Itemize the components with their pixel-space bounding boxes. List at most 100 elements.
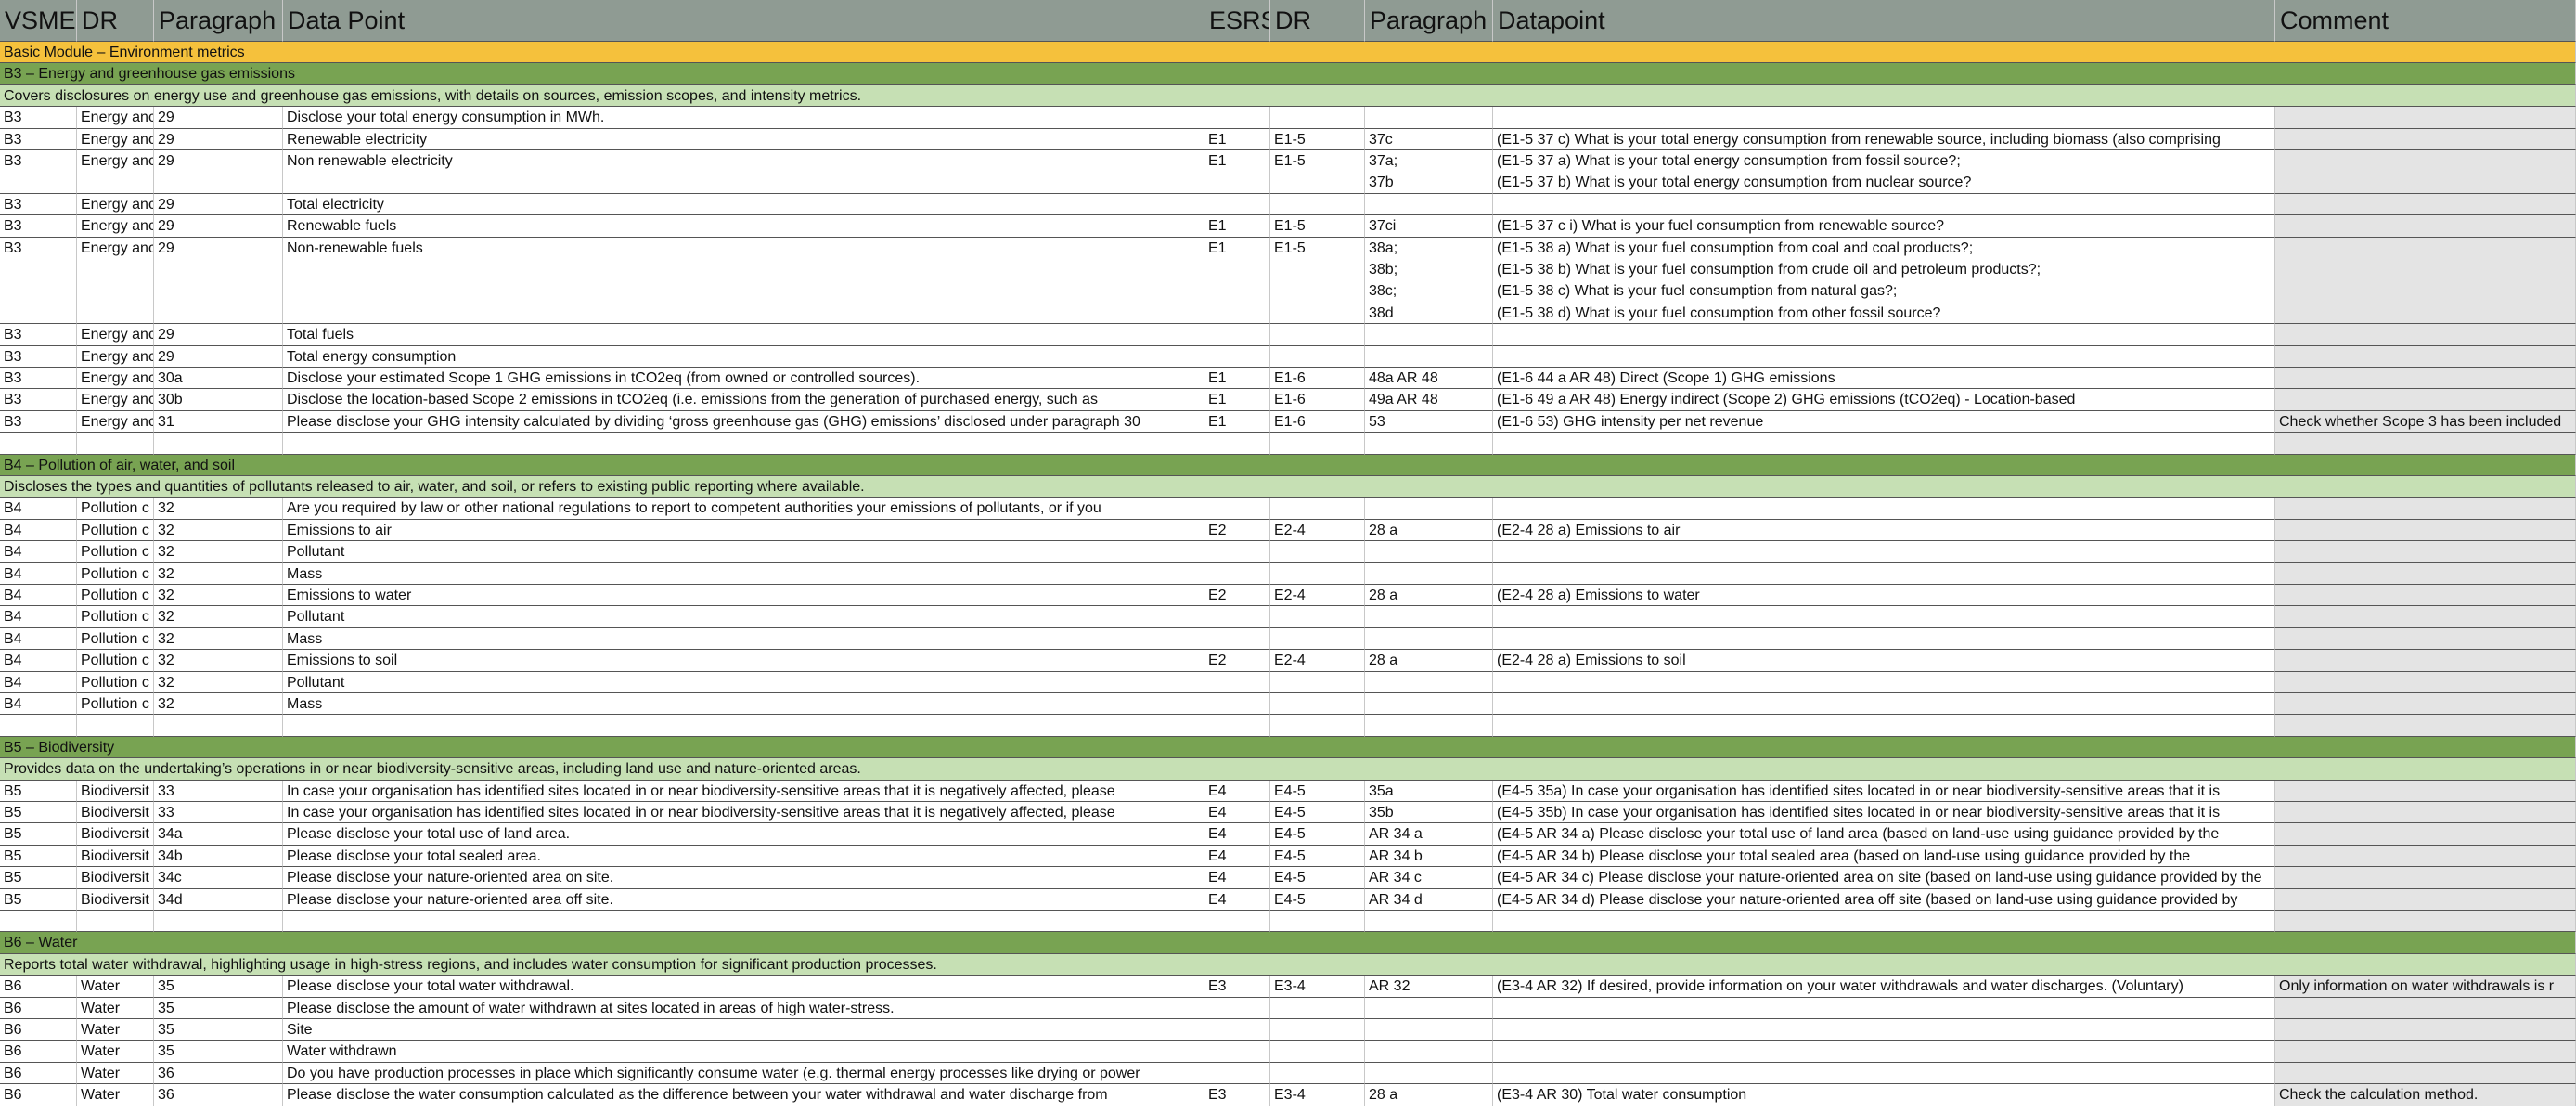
- esrs-dr: E3-4: [1274, 1087, 1306, 1104]
- cell: (E1-5 37 c) What is your total energy co…: [1493, 128, 2275, 150]
- cell: Disclose the location-based Scope 2 emis…: [283, 389, 1191, 411]
- vsme: B4: [4, 544, 22, 561]
- cell: [1204, 562, 1270, 585]
- cell: B3: [0, 368, 77, 390]
- cell: 34d: [154, 888, 283, 911]
- dr: Water: [81, 1087, 121, 1104]
- vsme: B6: [4, 1087, 22, 1104]
- esrs-dr: E1-5: [1274, 153, 1306, 169]
- cell: [1204, 671, 1270, 693]
- dr: Energy anc: [81, 392, 153, 408]
- cell: [2275, 562, 2576, 585]
- cell: (E2-4 28 a) Emissions to soil: [1493, 650, 2275, 672]
- cell: Mass: [283, 562, 1191, 585]
- cell: B3: [0, 193, 77, 216]
- vsme: B6: [4, 1043, 22, 1060]
- cell: [1191, 888, 1204, 911]
- cell: [1493, 345, 2275, 368]
- header-label: Datapoint: [1498, 6, 1605, 34]
- esrs: E1: [1208, 413, 1227, 430]
- cell: [1493, 562, 2275, 585]
- cell: Energy anc: [77, 410, 154, 433]
- cell: Mass: [283, 627, 1191, 651]
- empty-cell: [77, 433, 154, 455]
- cell: 32: [154, 693, 283, 716]
- cell: Please disclose the water consumption ca…: [283, 1084, 1191, 1106]
- datapoint: (E4-5 AR 34 d) Please disclose your natu…: [1497, 891, 2238, 908]
- esrs-paragraph: 35a: [1369, 782, 1394, 799]
- data-point: Site: [287, 1022, 313, 1038]
- esrs-paragraph: 53: [1369, 413, 1385, 430]
- cell: [1365, 693, 1493, 716]
- cell: [1191, 1019, 1204, 1041]
- cell: [2275, 345, 2576, 368]
- cell: [1191, 650, 1204, 672]
- esrs-dr: E1-5: [1274, 239, 1306, 256]
- cell: 32: [154, 519, 283, 542]
- datapoint: (E1-5 37 a) What is your total energy co…: [1497, 153, 1961, 169]
- empty-cell: [1493, 433, 2275, 455]
- cell: Energy anc: [77, 368, 154, 390]
- esrs-paragraph: 28 a: [1369, 588, 1398, 603]
- cell: B3: [0, 128, 77, 150]
- cell: 29: [154, 193, 283, 216]
- cell: E2: [1204, 585, 1270, 607]
- esrs: E4: [1208, 782, 1227, 799]
- cell: [1493, 606, 2275, 628]
- cell: Energy anc: [77, 193, 154, 216]
- data-point: Total energy consumption: [287, 348, 457, 365]
- empty-cell: [1270, 715, 1365, 737]
- cell: E1-6: [1270, 410, 1365, 433]
- cell: [2275, 585, 2576, 607]
- cell: [1365, 1019, 1493, 1041]
- esrs-paragraph: 48a AR 48: [1369, 370, 1438, 386]
- vsme: B3: [4, 239, 22, 256]
- cell: AR 34 b: [1365, 845, 1493, 868]
- cell: B6: [0, 976, 77, 998]
- cell: B3: [0, 107, 77, 129]
- data-point: Total electricity: [287, 196, 384, 213]
- vsme: B3: [4, 218, 22, 235]
- cell: E4: [1204, 780, 1270, 802]
- cell: [1365, 606, 1493, 628]
- cell: (E2-4 28 a) Emissions to air: [1493, 519, 2275, 542]
- cell: Water withdrawn: [283, 1041, 1191, 1063]
- cell: Water: [77, 1062, 154, 1085]
- cell: [1204, 1019, 1270, 1041]
- esrs: E1: [1208, 392, 1227, 408]
- data-point: Mass: [287, 630, 323, 647]
- dr: Energy anc: [81, 131, 153, 148]
- vsme: B3: [4, 131, 22, 148]
- cell: 37ci: [1365, 215, 1493, 238]
- esrs-paragraph: 38b;: [1369, 261, 1398, 278]
- cell: 32: [154, 606, 283, 628]
- dr: Pollution c: [81, 588, 149, 603]
- cell: 28 a: [1365, 519, 1493, 542]
- dr: Energy anc: [81, 327, 153, 343]
- paragraph: 36: [158, 1087, 174, 1104]
- cell: [2275, 997, 2576, 1019]
- cell: Pollutant: [283, 606, 1191, 628]
- dr: Pollution c: [81, 609, 149, 626]
- esrs-paragraph: 28 a: [1369, 522, 1398, 538]
- cell: E4-5: [1270, 802, 1365, 824]
- datapoint: (E1-5 38 c) What is your fuel consumptio…: [1497, 283, 1898, 300]
- cell: Energy anc: [77, 107, 154, 129]
- datapoint: (E1-5 37 c) What is your total energy co…: [1497, 131, 2221, 148]
- vsme: B4: [4, 588, 22, 603]
- cell: [1493, 541, 2275, 563]
- cell: 32: [154, 671, 283, 693]
- cell: E3-4: [1270, 1084, 1365, 1106]
- cell: [1191, 671, 1204, 693]
- esrs-paragraph: AR 34 b: [1369, 847, 1423, 864]
- cell: B5: [0, 845, 77, 868]
- cell: Please disclose your nature-oriented are…: [283, 888, 1191, 911]
- vsme: B5: [4, 805, 22, 821]
- cell: Water: [77, 997, 154, 1019]
- cell: [1270, 498, 1365, 520]
- section-description-text: Provides data on the undertaking’s opera…: [4, 761, 861, 778]
- esrs-dr: E1-5: [1274, 131, 1306, 148]
- cell: Non renewable electricity: [283, 150, 1191, 194]
- empty-cell: [0, 911, 77, 933]
- cell: [1191, 193, 1204, 216]
